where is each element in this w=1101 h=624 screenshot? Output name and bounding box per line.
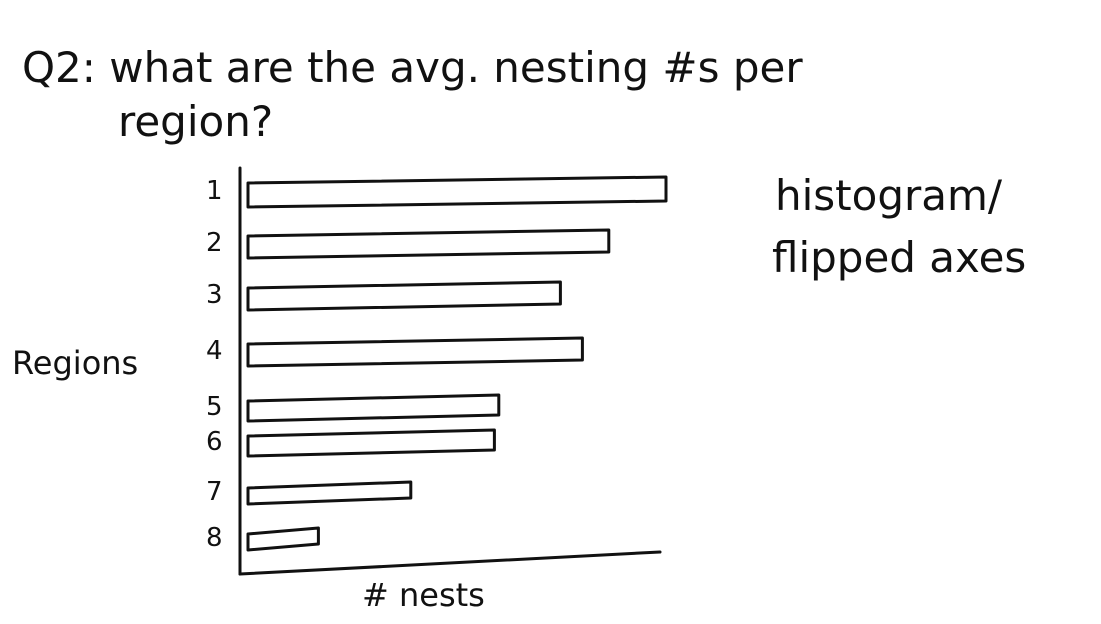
bar-region-5	[246, 393, 501, 423]
tick-label-region-4: 4	[206, 336, 223, 366]
bars-group	[246, 175, 668, 552]
bar-region-8	[246, 526, 320, 552]
category-tick-labels: 1 2 3 4 5 6 7 8	[206, 176, 223, 553]
tick-label-region-3: 3	[206, 280, 223, 310]
question-line-1: Q2: what are the avg. nesting #s per	[22, 43, 803, 92]
bar-region-4	[246, 336, 584, 368]
y-axis-label: Regions	[12, 344, 138, 382]
chart-note-line-1: histogram/	[775, 171, 1003, 220]
bar-region-6	[246, 428, 496, 458]
question-title: Q2: what are the avg. nesting #s per reg…	[22, 43, 816, 146]
question-line-2: region?	[118, 97, 273, 146]
bar-region-7	[246, 480, 413, 506]
x-axis-label: # nests	[362, 576, 485, 614]
x-axis	[238, 550, 662, 576]
tick-label-region-6: 6	[206, 427, 223, 457]
bar-region-1	[246, 175, 668, 209]
tick-label-region-7: 7	[206, 477, 223, 507]
tick-label-region-1: 1	[206, 176, 223, 206]
tick-label-region-8: 8	[206, 523, 223, 553]
tick-label-region-2: 2	[206, 228, 223, 258]
bar-region-3	[246, 280, 562, 312]
chart-note-line-2: flipped axes	[772, 233, 1026, 282]
tick-label-region-5: 5	[206, 392, 223, 422]
bar-region-2	[246, 228, 611, 260]
